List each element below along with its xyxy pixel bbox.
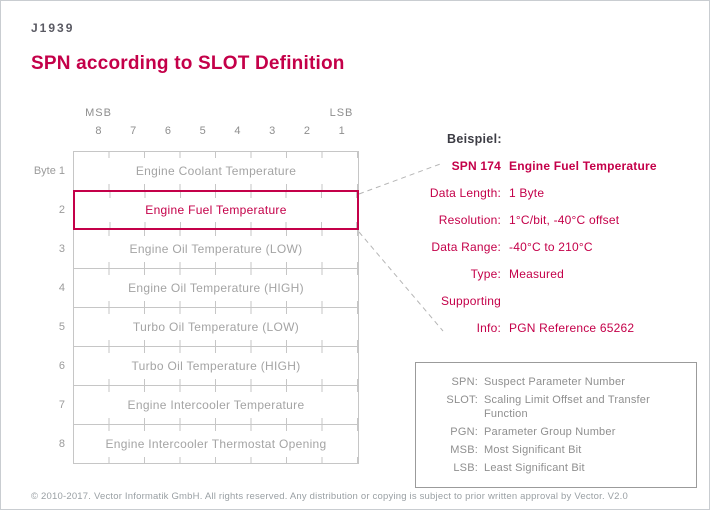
byte-label: 8 bbox=[58, 438, 65, 450]
byte-cell: Engine Oil Temperature (HIGH) bbox=[73, 268, 359, 308]
example-label: Type: bbox=[470, 267, 501, 281]
byte-cell-label: Engine Oil Temperature (HIGH) bbox=[128, 281, 304, 295]
example-row: Data Length: 1 Byte bbox=[421, 186, 701, 200]
byte-row: 8 Engine Intercooler Thermostat Opening bbox=[9, 424, 359, 464]
brand-label: J1939 bbox=[31, 21, 75, 35]
example-value: PGN Reference 65262 bbox=[509, 321, 635, 335]
bit-number: 5 bbox=[199, 125, 206, 137]
example-row: Data Range: -40°C to 210°C bbox=[421, 240, 701, 254]
byte-row: 6 Turbo Oil Temperature (HIGH) bbox=[9, 346, 359, 386]
example-panel: Beispiel: SPN 174 Engine Fuel Temperatur… bbox=[421, 132, 701, 335]
byte-cell: Engine Coolant Temperature bbox=[73, 151, 359, 191]
byte-row: 4 Engine Oil Temperature (HIGH) bbox=[9, 268, 359, 308]
byte-cell-label: Turbo Oil Temperature (LOW) bbox=[132, 320, 300, 334]
legend-definition: Scaling Limit Offset and Transfer Functi… bbox=[484, 394, 650, 420]
byte-label: 6 bbox=[58, 360, 65, 372]
example-label: Data Range: bbox=[431, 240, 501, 254]
example-row: Type: Measured bbox=[421, 267, 701, 281]
example-label: Supporting bbox=[440, 294, 501, 308]
byte-cell: Engine Intercooler Temperature bbox=[73, 385, 359, 425]
legend-term: MSB: bbox=[450, 444, 478, 456]
legend-definition: Most Significant Bit bbox=[484, 444, 582, 456]
example-row: Supporting bbox=[421, 294, 701, 308]
example-row: Resolution: 1°C/bit, -40°C offset bbox=[421, 213, 701, 227]
byte-label: 5 bbox=[58, 321, 65, 333]
byte-row: 3 Engine Oil Temperature (LOW) bbox=[9, 229, 359, 269]
byte-cell: Turbo Oil Temperature (LOW) bbox=[73, 307, 359, 347]
legend-item: SLOT: Scaling Limit Offset and Transfer … bbox=[416, 393, 696, 421]
byte-cell: Engine Oil Temperature (LOW) bbox=[73, 229, 359, 269]
byte-cell-label: Engine Coolant Temperature bbox=[135, 164, 297, 178]
example-value: 1 Byte bbox=[509, 186, 545, 200]
example-value: 1°C/bit, -40°C offset bbox=[509, 213, 620, 227]
byte-label: 7 bbox=[58, 399, 65, 411]
byte-cell-label: Engine Intercooler Temperature bbox=[127, 398, 305, 412]
example-value: Engine Fuel Temperature bbox=[509, 159, 657, 173]
example-value: -40°C to 210°C bbox=[509, 240, 593, 254]
bit-number: 6 bbox=[164, 125, 171, 137]
byte-row-highlighted: 2 Engine Fuel Temperature bbox=[9, 190, 359, 230]
page-title: SPN according to SLOT Definition bbox=[31, 53, 345, 74]
example-label: SPN 174 bbox=[451, 159, 501, 173]
byte-label: 2 bbox=[58, 204, 65, 216]
lsb-label: LSB bbox=[329, 107, 354, 119]
byte-cell: Engine Intercooler Thermostat Opening bbox=[73, 424, 359, 464]
bit-number: 7 bbox=[130, 125, 137, 137]
bit-number: 2 bbox=[303, 125, 310, 137]
byte-label: Byte 1 bbox=[33, 165, 65, 177]
byte-cell: Turbo Oil Temperature (HIGH) bbox=[73, 346, 359, 386]
legend-item: SPN: Suspect Parameter Number bbox=[416, 375, 696, 389]
byte-cell-label: Engine Intercooler Thermostat Opening bbox=[105, 437, 327, 451]
example-label: Info: bbox=[476, 321, 501, 335]
legend-term: LSB: bbox=[453, 462, 478, 474]
byte-cell-label: Engine Oil Temperature (LOW) bbox=[129, 242, 303, 256]
legend-item: MSB: Most Significant Bit bbox=[416, 443, 696, 457]
legend-definition: Least Significant Bit bbox=[484, 462, 585, 474]
byte-cell: Engine Fuel Temperature bbox=[73, 190, 359, 230]
legend-term: SLOT: bbox=[446, 394, 478, 406]
example-value: Measured bbox=[509, 267, 564, 281]
legend-term: SPN: bbox=[451, 376, 478, 388]
byte-cell-label: Turbo Oil Temperature (HIGH) bbox=[131, 359, 301, 373]
byte-label: 4 bbox=[58, 282, 65, 294]
legend-box: SPN: Suspect Parameter Number SLOT: Scal… bbox=[415, 362, 697, 488]
bit-number: 1 bbox=[338, 125, 345, 137]
connector-lines bbox=[358, 162, 444, 332]
byte-row: Byte 1 Engine Coolant Temperature bbox=[9, 151, 359, 191]
footer-copyright: © 2010-2017. Vector Informatik GmbH. All… bbox=[31, 491, 628, 502]
byte-row: 7 Engine Intercooler Temperature bbox=[9, 385, 359, 425]
example-label: Data Length: bbox=[429, 186, 501, 200]
example-heading: Beispiel: bbox=[447, 132, 502, 146]
msb-label: MSB bbox=[85, 107, 112, 119]
bit-number-header: 8 7 6 5 4 3 2 1 bbox=[81, 125, 359, 137]
example-label: Resolution: bbox=[438, 213, 501, 227]
legend-item: PGN: Parameter Group Number bbox=[416, 425, 696, 439]
legend-item: LSB: Least Significant Bit bbox=[416, 461, 696, 475]
example-row: Info: PGN Reference 65262 bbox=[421, 321, 701, 335]
legend-definition: Suspect Parameter Number bbox=[484, 376, 626, 388]
byte-row: 5 Turbo Oil Temperature (LOW) bbox=[9, 307, 359, 347]
bit-number: 8 bbox=[95, 125, 102, 137]
byte-label: 3 bbox=[58, 243, 65, 255]
example-row: SPN 174 Engine Fuel Temperature bbox=[421, 159, 701, 173]
bit-number: 4 bbox=[234, 125, 241, 137]
byte-cell-label: Engine Fuel Temperature bbox=[145, 203, 287, 217]
bit-grid: Byte 1 Engine Coolant Temperature 2 Engi… bbox=[9, 151, 359, 464]
bit-number: 3 bbox=[269, 125, 276, 137]
legend-definition: Parameter Group Number bbox=[484, 426, 616, 438]
legend-term: PGN: bbox=[450, 426, 478, 438]
